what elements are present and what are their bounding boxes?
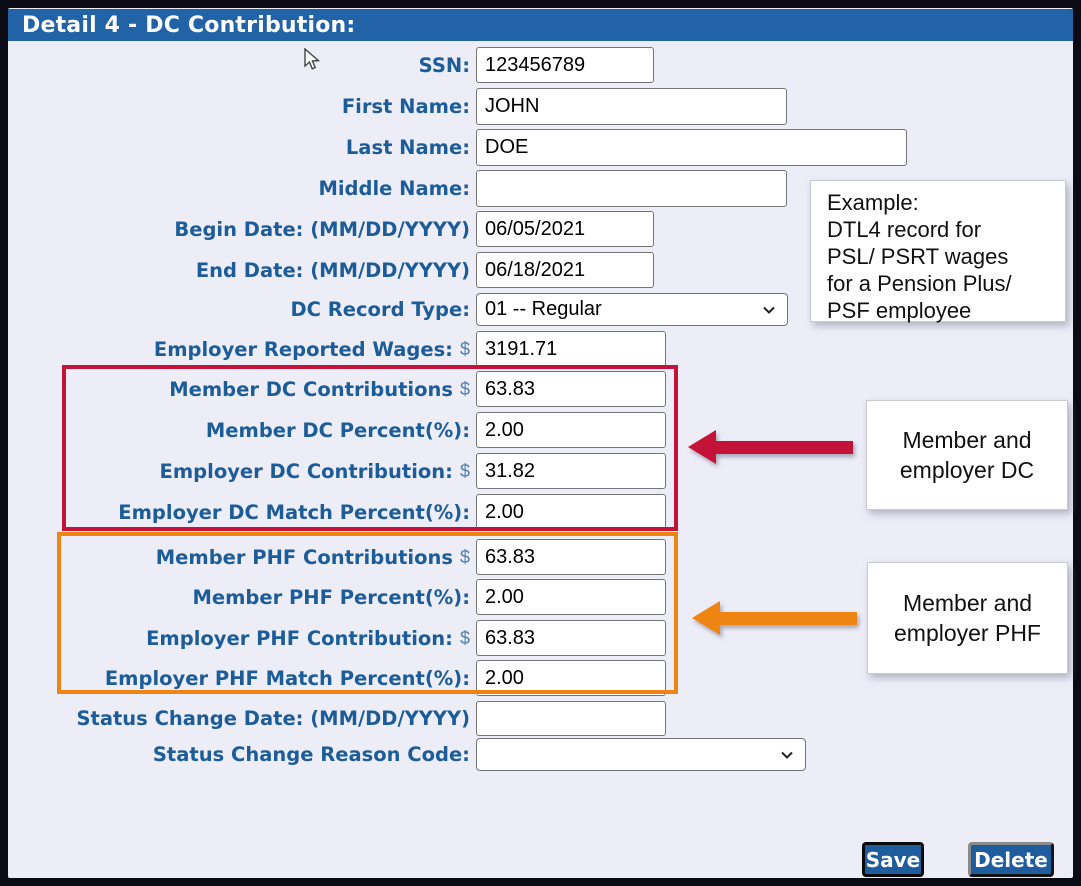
dc-record-type-select[interactable]: 01 -- Regular — [476, 293, 788, 326]
form-row-begin-date: Begin Date: (MM/DD/YYYY) — [0, 211, 1081, 247]
dollar-sign: $ — [459, 546, 470, 567]
form-row-member-phf-contributions: Member PHF Contributions $ — [0, 539, 1081, 575]
form-row-employer-reported-wages: Employer Reported Wages: $ — [0, 331, 1081, 367]
begin-date-label: Begin Date: (MM/DD/YYYY) — [174, 217, 470, 241]
member-dc-percent-label: Member DC Percent(%): — [205, 418, 470, 442]
form-row-first-name: First Name: — [0, 88, 1081, 125]
form-row-dc-record-type: DC Record Type: 01 -- Regular — [0, 293, 1081, 326]
ssn-label: SSN: — [418, 53, 470, 77]
save-button[interactable]: Save — [862, 842, 924, 877]
form-row-member-phf-percent: Member PHF Percent(%): — [0, 579, 1081, 615]
form-row-ssn: SSN: — [0, 47, 1081, 83]
chevron-down-icon — [781, 751, 793, 759]
form-row-status-change-reason-code: Status Change Reason Code: — [0, 738, 1081, 771]
red-arrow-icon — [688, 430, 854, 464]
status-change-date-label: Status Change Date: (MM/DD/YYYY) — [76, 707, 470, 730]
employer-dc-contribution-input[interactable] — [476, 453, 666, 489]
employer-phf-contribution-input[interactable] — [476, 620, 666, 656]
form-row-end-date: End Date: (MM/DD/YYYY) — [0, 252, 1081, 288]
status-change-reason-code-label: Status Change Reason Code: — [152, 743, 470, 766]
employer-phf-match-percent-input[interactable] — [476, 660, 666, 696]
orange-arrow-icon — [692, 601, 858, 635]
first-name-label: First Name: — [341, 95, 470, 118]
employer-dc-match-percent-label: Employer DC Match Percent(%): — [118, 500, 470, 524]
end-date-label: End Date: (MM/DD/YYYY) — [195, 258, 470, 282]
form-row-member-dc-contributions: Member DC Contributions $ — [0, 371, 1081, 407]
ssn-input[interactable] — [476, 47, 654, 83]
status-change-date-input[interactable] — [476, 701, 666, 736]
form-row-middle-name: Middle Name: — [0, 170, 1081, 207]
form-row-last-name: Last Name: — [0, 129, 1081, 166]
middle-name-input[interactable] — [476, 170, 787, 207]
form-row-employer-dc-contribution: Employer DC Contribution: $ — [0, 453, 1081, 489]
dc-note: Member and employer DC — [866, 400, 1068, 510]
member-phf-contributions-label: Member PHF Contributions $ — [155, 545, 470, 569]
dollar-sign: $ — [459, 627, 470, 648]
last-name-input[interactable] — [476, 129, 907, 166]
dollar-sign: $ — [459, 460, 470, 481]
member-dc-contributions-label: Member DC Contributions $ — [169, 377, 470, 401]
example-note: Example: DTL4 record for PSL/ PSRT wages… — [810, 180, 1066, 323]
chevron-down-icon — [763, 306, 775, 314]
phf-note: Member and employer PHF — [867, 562, 1068, 674]
end-date-input[interactable] — [476, 252, 654, 288]
delete-button[interactable]: Delete — [968, 842, 1054, 877]
mouse-cursor — [304, 48, 321, 70]
page-title: Detail 4 - DC Contribution: — [22, 12, 356, 38]
form-row-member-dc-percent: Member DC Percent(%): — [0, 412, 1081, 448]
employer-dc-match-percent-input[interactable] — [476, 494, 666, 530]
member-dc-percent-input[interactable] — [476, 412, 666, 448]
middle-name-label: Middle Name: — [318, 177, 470, 200]
member-phf-contributions-input[interactable] — [476, 539, 666, 575]
begin-date-input[interactable] — [476, 211, 654, 247]
member-phf-percent-input[interactable] — [476, 579, 666, 615]
dollar-sign: $ — [459, 338, 470, 359]
employer-dc-contribution-label: Employer DC Contribution: $ — [159, 459, 470, 483]
employer-phf-contribution-label: Employer PHF Contribution: $ — [146, 626, 470, 650]
dollar-sign: $ — [459, 378, 470, 399]
member-dc-contributions-input[interactable] — [476, 371, 666, 407]
employer-reported-wages-label: Employer Reported Wages: $ — [153, 337, 470, 361]
last-name-label: Last Name: — [345, 136, 470, 159]
member-phf-percent-label: Member PHF Percent(%): — [192, 585, 470, 609]
title-bar: Detail 4 - DC Contribution: — [8, 9, 1073, 41]
form-row-employer-dc-match-percent: Employer DC Match Percent(%): — [0, 494, 1081, 530]
employer-phf-match-percent-label: Employer PHF Match Percent(%): — [104, 666, 470, 690]
form-row-status-change-date: Status Change Date: (MM/DD/YYYY) — [0, 701, 1081, 736]
dc-record-type-label: DC Record Type: — [290, 298, 470, 321]
first-name-input[interactable] — [476, 88, 787, 125]
status-change-reason-code-select[interactable] — [476, 738, 806, 771]
employer-reported-wages-input[interactable] — [476, 331, 666, 367]
form-row-employer-phf-contribution: Employer PHF Contribution: $ — [0, 620, 1081, 656]
